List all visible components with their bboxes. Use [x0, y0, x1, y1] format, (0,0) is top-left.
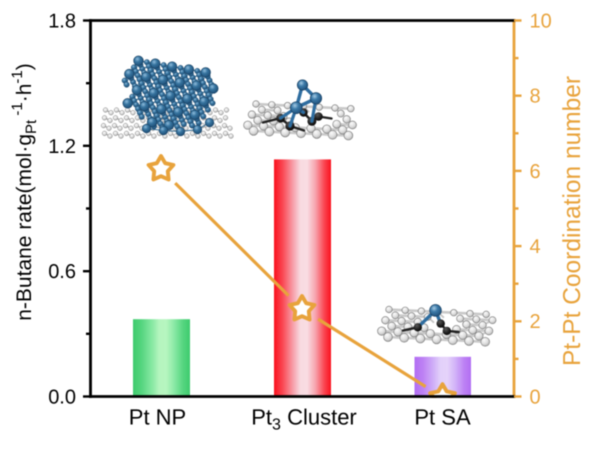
svg-text:Pt NP: Pt NP	[129, 405, 186, 430]
svg-text:6: 6	[530, 161, 541, 183]
svg-text:0: 0	[530, 386, 541, 408]
svg-text:n-Butane rate(mol·gPt -1·h-1): n-Butane rate(mol·gPt -1·h-1)	[9, 63, 40, 321]
svg-text:10: 10	[530, 10, 552, 32]
svg-text:8: 8	[530, 86, 541, 108]
svg-text:Pt SA: Pt SA	[414, 405, 471, 430]
svg-text:Pt-Pt Coordination number: Pt-Pt Coordination number	[559, 76, 586, 366]
svg-text:0.6: 0.6	[48, 261, 76, 283]
svg-text:0.0: 0.0	[48, 387, 76, 409]
svg-text:Pt3 Cluster: Pt3 Cluster	[251, 405, 357, 434]
svg-text:4: 4	[530, 236, 541, 258]
svg-text:2: 2	[530, 311, 541, 333]
svg-text:1.2: 1.2	[48, 136, 76, 158]
svg-text:1.8: 1.8	[48, 11, 76, 33]
